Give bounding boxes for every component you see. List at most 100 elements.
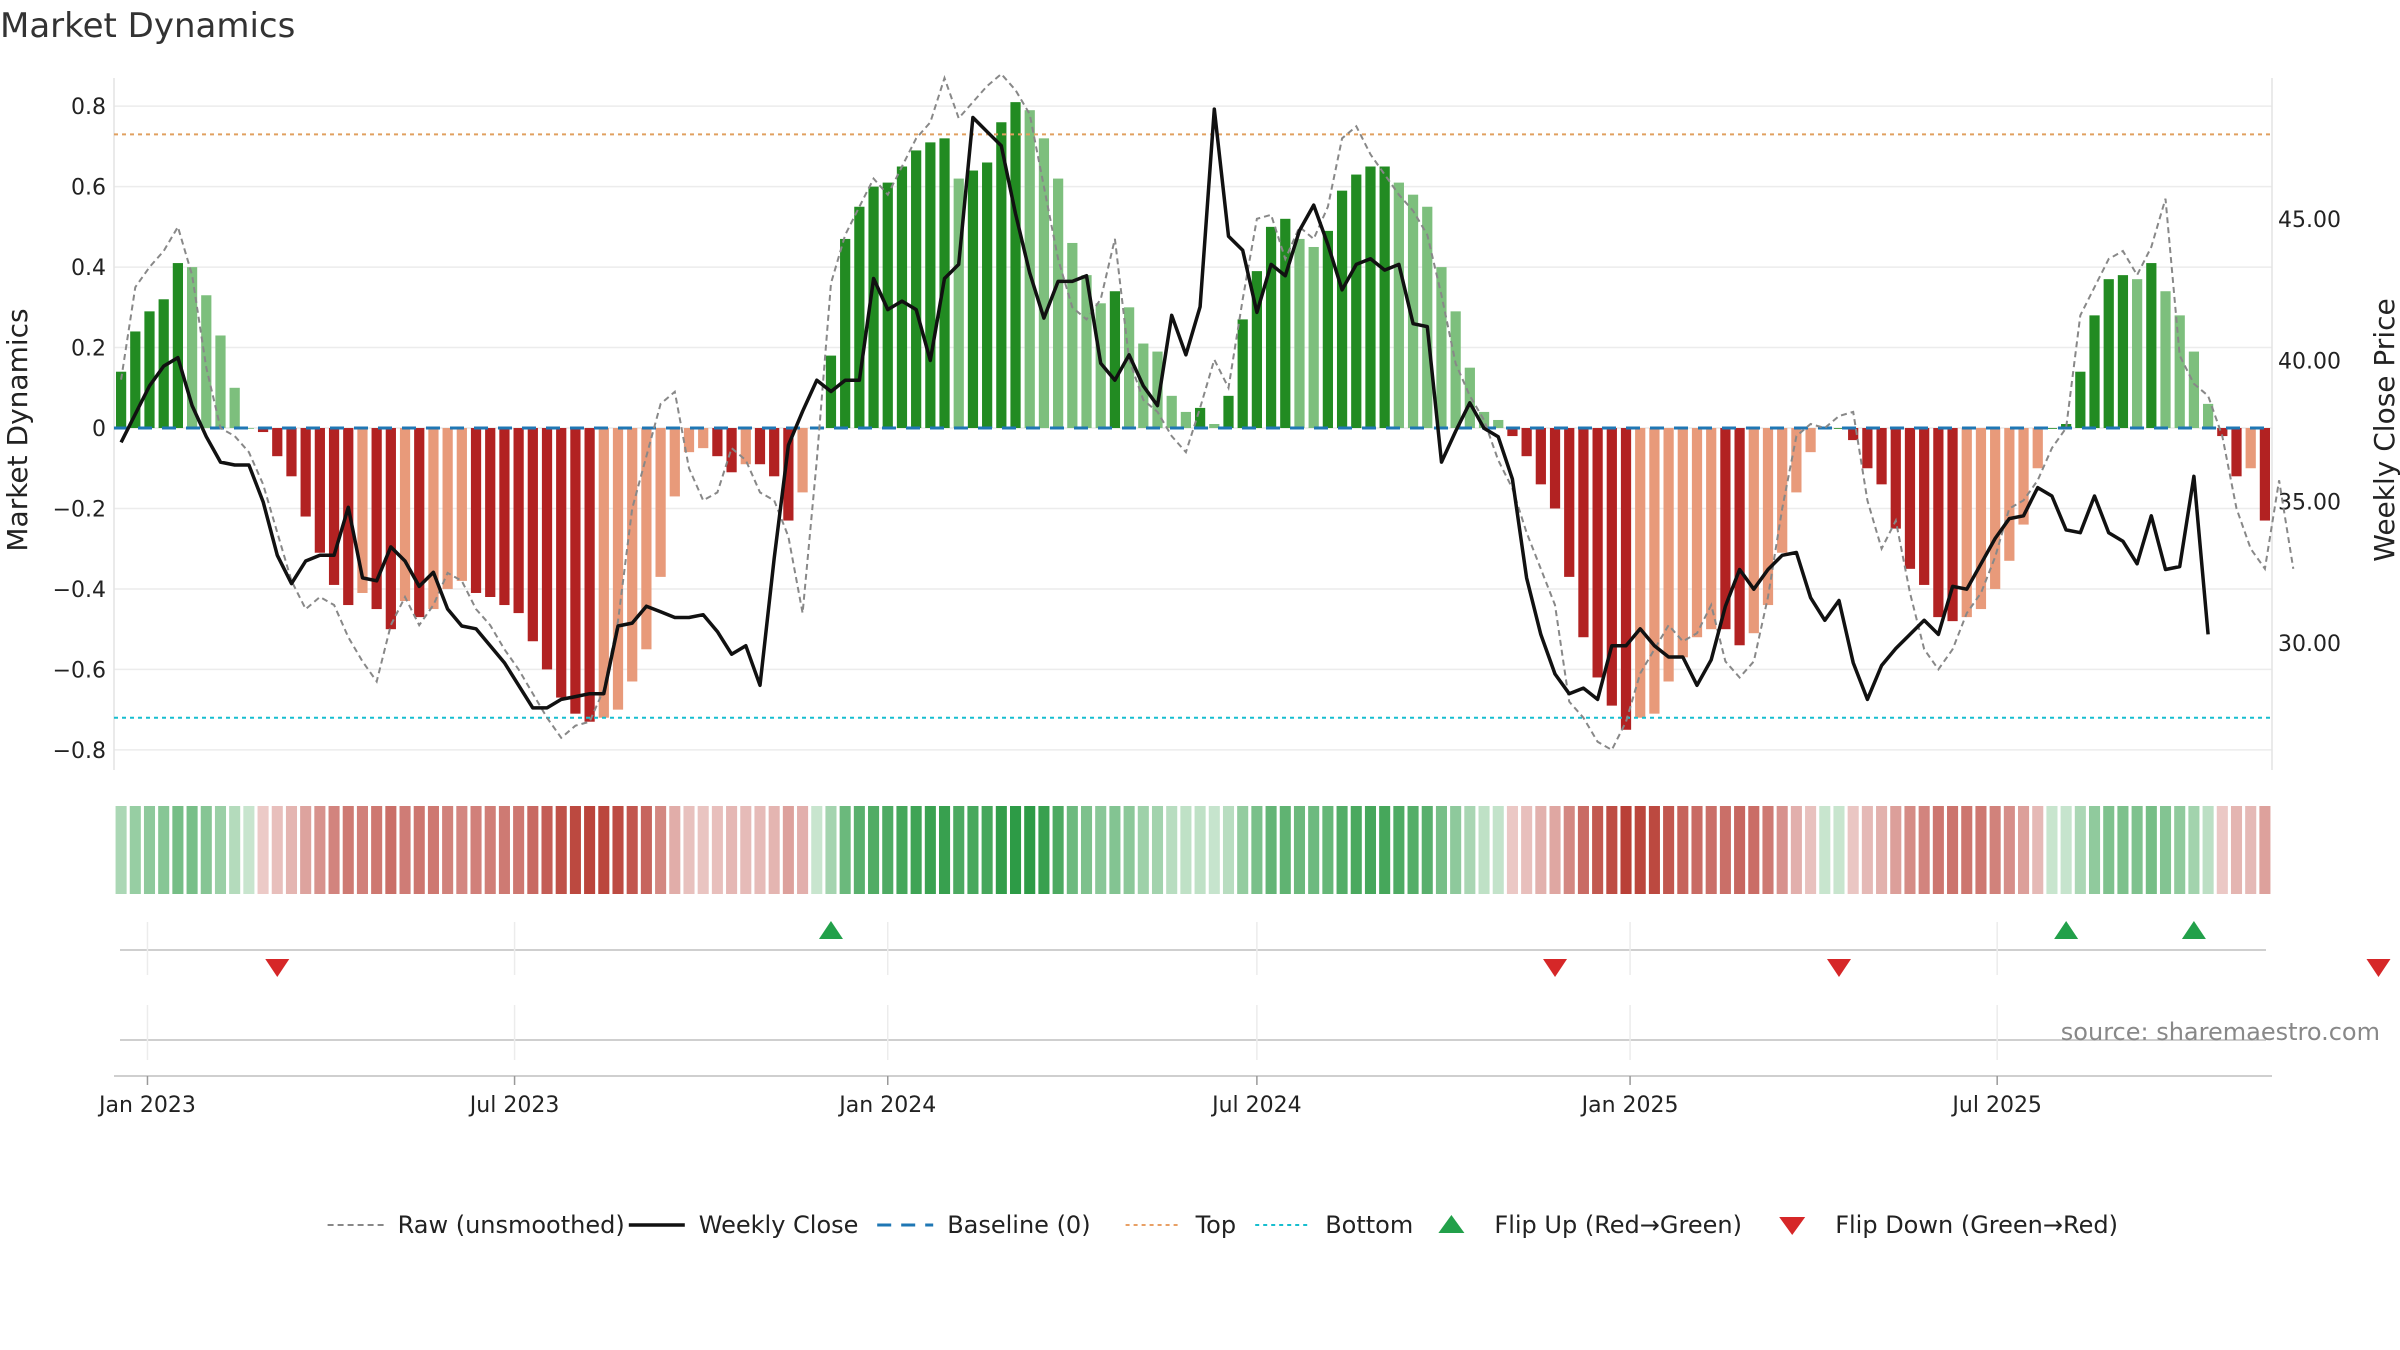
bar xyxy=(2117,275,2129,429)
strip-cell xyxy=(2032,806,2044,894)
strip-cell xyxy=(782,806,794,894)
bar xyxy=(1124,307,1135,429)
strip-cell xyxy=(2259,806,2271,894)
bar xyxy=(300,428,311,517)
bar xyxy=(896,166,908,429)
bar xyxy=(1038,138,1050,429)
strip-cell xyxy=(1151,806,1164,894)
bar xyxy=(1975,428,1987,610)
strip-cell xyxy=(1364,806,1377,894)
y2-tick-label: 45.00 xyxy=(2278,208,2341,233)
bar xyxy=(1109,291,1121,429)
strip-cell xyxy=(2188,806,2200,894)
strip-cell xyxy=(115,806,127,894)
bar xyxy=(1961,428,1972,618)
bar xyxy=(612,428,624,710)
strip-cell xyxy=(229,806,241,894)
strip-cell xyxy=(2245,806,2257,894)
bar xyxy=(2146,263,2157,429)
bar xyxy=(272,428,283,457)
strip-cell xyxy=(2018,806,2030,894)
strip-cell xyxy=(214,806,227,894)
bar xyxy=(1351,174,1362,429)
strip-cell xyxy=(129,806,141,894)
strip-cell xyxy=(1549,806,1561,894)
strip-cell xyxy=(569,806,581,894)
y-tick-label: −0.4 xyxy=(53,578,106,603)
bar xyxy=(1450,311,1461,429)
grid xyxy=(113,78,2273,770)
bar xyxy=(2160,291,2171,429)
date-tick-label: Jan 2025 xyxy=(1580,1093,1679,1118)
bar xyxy=(996,122,1007,429)
strip-cell xyxy=(513,806,525,894)
bar xyxy=(641,428,652,650)
y-tick-label: 0.6 xyxy=(71,176,106,201)
strip-cell xyxy=(527,806,539,894)
bar xyxy=(1365,166,1376,429)
bar xyxy=(669,428,680,497)
bar xyxy=(499,428,510,606)
bar xyxy=(726,428,737,473)
strip-cell xyxy=(683,806,695,894)
bar xyxy=(868,186,879,429)
strip-cell xyxy=(1648,806,1660,894)
bar xyxy=(541,428,553,670)
strip-cell xyxy=(584,806,596,894)
bar xyxy=(442,428,453,589)
strip-cell xyxy=(413,806,425,894)
bar xyxy=(1493,419,1504,429)
bar xyxy=(1322,230,1333,429)
bar xyxy=(399,428,411,602)
strip-cell xyxy=(626,806,638,894)
bar-series xyxy=(115,102,2271,730)
strip-cell xyxy=(1180,806,1192,894)
bar xyxy=(2046,428,2058,429)
bar xyxy=(584,428,595,722)
date-tick-label: Jul 2023 xyxy=(468,1093,560,1118)
strip-cell xyxy=(1904,806,1916,894)
bar xyxy=(1294,238,1305,429)
strip-cell xyxy=(1876,806,1888,894)
bar xyxy=(1265,226,1277,429)
raw-series xyxy=(120,72,2295,752)
bar xyxy=(328,428,340,585)
bar xyxy=(1876,428,1887,485)
bar xyxy=(1833,428,1845,429)
bar xyxy=(1535,428,1546,485)
strip-cell xyxy=(1790,806,1802,894)
bar xyxy=(953,178,964,429)
strip-cell xyxy=(143,806,156,894)
strip-cell xyxy=(882,806,894,894)
strip-cell xyxy=(939,806,951,894)
bar xyxy=(740,428,751,465)
strip-cell xyxy=(896,806,908,894)
strip-cell xyxy=(2216,806,2228,894)
strip-cell xyxy=(243,806,255,894)
bar xyxy=(1919,428,1930,585)
raw-line xyxy=(120,72,2295,752)
legend-label: Baseline (0) xyxy=(947,1211,1090,1239)
bar xyxy=(1990,428,2001,589)
strip-cell xyxy=(442,806,454,894)
axis-ticks: 0.8 0.6 0.4 0.2 0 −0.2 −0.4 −0.6 −0.8 45.00 40.00 3… xyxy=(53,95,2341,764)
strip-cell xyxy=(2117,806,2129,894)
strip-cell xyxy=(172,806,184,894)
strip-cell xyxy=(1024,806,1036,894)
strip-cell xyxy=(1492,806,1504,894)
bar xyxy=(1564,428,1575,577)
strip-cell xyxy=(1052,806,1064,894)
strip-cell xyxy=(1776,806,1788,894)
bar xyxy=(172,263,183,429)
strip-cell xyxy=(768,806,780,894)
strip-cell xyxy=(2060,806,2072,894)
strip-cell xyxy=(314,806,326,894)
bar xyxy=(1081,275,1092,429)
strip-cell xyxy=(1975,806,1987,894)
strip-cell xyxy=(1109,806,1121,894)
bar xyxy=(1862,428,1873,469)
strip-cell xyxy=(924,806,936,894)
strip-cell xyxy=(186,806,198,894)
strip-cell xyxy=(2046,806,2058,894)
strip-cell xyxy=(1450,806,1462,894)
